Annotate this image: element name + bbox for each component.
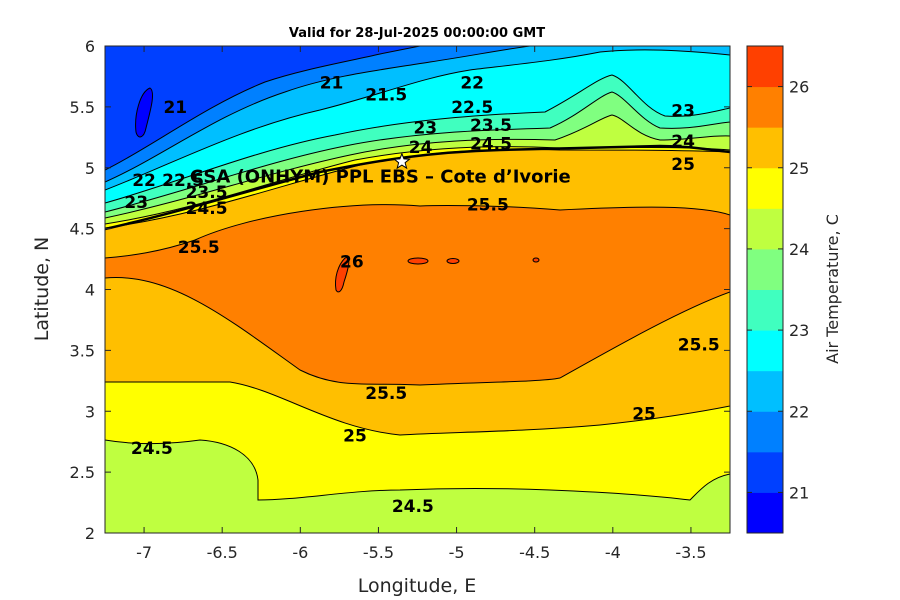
contour-label: 22.5 (162, 171, 204, 191)
x-tick-label: -4.5 (519, 543, 550, 562)
y-tick-label: 3 (85, 402, 95, 421)
colorbar-swatch (747, 451, 783, 493)
colorbar-swatch (747, 289, 783, 331)
contour-label: 23 (671, 102, 695, 122)
y-tick-label: 4.5 (70, 220, 95, 239)
band-25.5-26 (105, 204, 730, 386)
colorbar-swatch (747, 167, 783, 209)
x-tick-label: -6.5 (207, 543, 238, 562)
contour-label: 23.5 (186, 183, 228, 203)
contour-label: 23.5 (470, 116, 512, 136)
contour-label: 22 (132, 171, 156, 191)
station-label: CSA (ONHYM) PPL EBS – Cote d’Ivorie (190, 167, 571, 188)
x-tick-label: -6 (292, 543, 308, 562)
contour-label: 23 (124, 193, 148, 213)
band-26-blob-2 (407, 257, 429, 265)
colorbar-swatch (747, 127, 783, 169)
colorbar-swatch (747, 248, 783, 290)
colorbar-tick-label: 23 (789, 321, 809, 340)
contour-label: 25.5 (365, 384, 407, 404)
band-26-blob-3 (446, 258, 460, 264)
contour-fill (105, 46, 730, 533)
contour-label: 25 (671, 155, 695, 175)
y-tick-label: 6 (85, 37, 95, 56)
band-26-blob-4 (532, 257, 540, 263)
colorbar-tick-label: 22 (789, 402, 809, 421)
colorbar-swatch (747, 370, 783, 412)
contour-label: 26 (340, 252, 364, 272)
colorbar-tick-label: 24 (789, 240, 809, 259)
contour-label: 24.5 (470, 134, 512, 154)
x-tick-label: -7 (136, 543, 152, 562)
y-tick-label: 5.5 (70, 98, 95, 117)
contour-label: 22 (460, 74, 484, 94)
x-axis-ticks: -7 -6.5 -6 -5.5 -5 -4.5 -4 -3.5 (136, 46, 707, 562)
colorbar-swatch (747, 330, 783, 372)
coastline (105, 144, 730, 231)
colorbar-tick-label: 26 (789, 78, 809, 97)
colorbar-swatch (747, 86, 783, 128)
colorbar-tick-label: 25 (789, 159, 809, 178)
x-tick-label: -3.5 (675, 543, 706, 562)
band-26-plus (335, 257, 350, 293)
contour-label: 25 (343, 427, 367, 447)
contour-label: 21 (163, 98, 187, 118)
y-axis-label: Latitude, N (31, 237, 53, 342)
station-star-icon (392, 152, 411, 170)
x-tick-label: -5 (449, 543, 465, 562)
contour-label: 25 (632, 405, 656, 425)
colorbar-tick-label: 21 (789, 483, 809, 502)
y-axis-ticks: 22.533.544.555.56 (70, 37, 730, 543)
contour-label: 25.5 (678, 335, 720, 355)
contour-label: 21 (320, 74, 344, 94)
colorbar-swatch (747, 492, 783, 534)
x-tick-label: -4 (605, 543, 621, 562)
colorbar-frame (746, 45, 784, 534)
chart-title: Valid for 28-Jul-2025 00:00:00 GMT (289, 26, 545, 41)
contour-label: 24.5 (131, 439, 173, 459)
contour-label: 24.5 (392, 497, 434, 517)
contour-label: 24.5 (186, 199, 228, 219)
y-tick-label: 5 (85, 159, 95, 178)
colorbar-label: Air Temperature, C (823, 214, 842, 364)
band-north-21-21.5 (105, 46, 421, 171)
x-tick-label: -5.5 (363, 543, 394, 562)
contour-label: 24 (409, 138, 433, 158)
colorbar-swatch (747, 208, 783, 250)
contour-label: 22.5 (451, 98, 493, 118)
y-tick-label: 2 (85, 524, 95, 543)
y-tick-label: 4 (85, 281, 95, 300)
colorbar: 21 22 23 24 25 26 (746, 45, 809, 534)
y-tick-label: 2.5 (70, 463, 95, 482)
band-21-low (135, 87, 153, 138)
x-axis-label: Longitude, E (358, 575, 477, 597)
colorbar-swatch (747, 46, 783, 88)
contour-label: 25.5 (467, 195, 509, 215)
station-marker-group: CSA (ONHYM) PPL EBS – Cote d’Ivorie (190, 152, 571, 188)
contour-label: 25.5 (178, 238, 220, 258)
y-tick-label: 3.5 (70, 341, 95, 360)
colorbar-swatch (747, 411, 783, 453)
contour-label: 24 (671, 132, 695, 152)
contour-label: 21.5 (365, 86, 407, 106)
contour-labels: 21 21 21.5 22 22.5 22 22.5 23 23.5 23 23 23.5 24 24.5… (124, 74, 719, 518)
contour-label: 23 (413, 119, 437, 139)
